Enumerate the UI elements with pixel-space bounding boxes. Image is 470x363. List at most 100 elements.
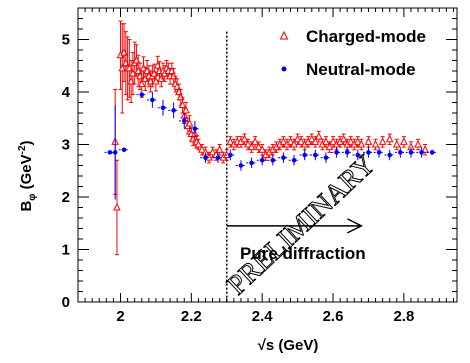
y-axis-title-sub: φ xyxy=(27,194,38,201)
charged-marker xyxy=(137,79,146,88)
charged-marker xyxy=(357,139,366,148)
neutral-marker xyxy=(270,157,276,163)
neutral-point xyxy=(405,147,417,158)
charged-marker xyxy=(279,137,288,145)
charged-point xyxy=(378,136,387,148)
charged-marker xyxy=(311,137,320,145)
charged-mode-series xyxy=(111,20,429,256)
charged-marker xyxy=(400,137,408,145)
neutral-marker xyxy=(228,152,233,158)
y-tick-label: 4 xyxy=(62,84,71,101)
charged-point xyxy=(329,136,337,148)
y-axis-title-main: B xyxy=(18,201,35,212)
x-tick-label: 2.6 xyxy=(323,308,344,325)
charged-marker xyxy=(240,134,249,143)
charged-point xyxy=(371,138,380,151)
pure-diffraction-label: Pure diffraction xyxy=(240,244,366,263)
neutral-marker xyxy=(171,108,176,113)
preliminary-stamp: PRELIMINARY xyxy=(222,149,382,301)
charged-marker xyxy=(414,139,422,148)
charged-point xyxy=(315,130,323,143)
charged-point xyxy=(364,136,373,148)
neutral-point xyxy=(384,149,396,161)
neutral-marker xyxy=(192,126,198,132)
charged-marker xyxy=(354,137,362,145)
charged-point xyxy=(247,141,256,153)
charged-marker xyxy=(258,145,266,153)
charged-point xyxy=(215,144,224,156)
legend xyxy=(279,30,289,72)
neutral-point xyxy=(235,160,247,171)
x-tick-label: 2.2 xyxy=(181,308,202,325)
diffraction-arrow-head xyxy=(347,218,364,234)
charged-marker xyxy=(290,139,298,148)
charged-marker xyxy=(194,139,203,148)
neutral-point xyxy=(426,149,438,155)
neutral-point xyxy=(147,92,158,108)
charged-marker xyxy=(254,142,263,151)
charged-marker xyxy=(182,105,190,114)
neutral-marker xyxy=(419,150,424,155)
neutral-marker xyxy=(249,160,254,166)
charged-marker xyxy=(325,142,334,151)
neutral-point xyxy=(256,155,268,166)
neutral-marker xyxy=(150,97,155,103)
charged-marker xyxy=(339,134,348,143)
charged-point xyxy=(357,138,366,151)
charged-marker xyxy=(113,202,121,211)
charged-marker xyxy=(185,118,194,127)
charged-marker xyxy=(315,132,323,140)
neutral-point xyxy=(395,147,406,158)
charged-marker xyxy=(297,137,305,145)
neutral-marker xyxy=(181,118,187,124)
neutral-marker xyxy=(160,105,166,111)
charged-marker xyxy=(226,137,235,145)
y-axis-title: Bφ (GeV-2) xyxy=(17,140,38,211)
neutral-marker xyxy=(429,150,435,155)
neutral-point xyxy=(112,105,118,200)
x-tick-label: 2.4 xyxy=(252,308,274,325)
charged-marker xyxy=(215,145,224,153)
neutral-marker xyxy=(121,147,127,153)
legend-marker-neutral xyxy=(281,66,287,72)
y-tick-label: 5 xyxy=(62,32,70,49)
neutral-point xyxy=(178,113,190,129)
neutral-point xyxy=(288,155,300,166)
x-axis-title: √s (GeV) xyxy=(258,337,319,354)
charged-marker xyxy=(251,137,259,145)
charged-marker xyxy=(198,145,206,153)
y-tick-label: 2 xyxy=(62,189,70,206)
neutral-point xyxy=(352,149,364,161)
neutral-marker xyxy=(366,150,371,155)
charged-marker xyxy=(378,137,387,145)
y-tick-label: 3 xyxy=(62,137,70,154)
neutral-marker xyxy=(376,150,382,155)
y-axis-title-exp: -2 xyxy=(17,145,28,154)
charged-marker xyxy=(322,137,330,145)
neutral-point xyxy=(320,152,332,163)
charged-marker xyxy=(307,134,316,143)
charged-point xyxy=(251,136,259,148)
neutral-marker xyxy=(112,150,118,155)
neutral-point xyxy=(310,149,321,161)
charged-marker xyxy=(385,134,394,143)
charged-marker xyxy=(371,139,380,148)
charged-point xyxy=(339,133,348,145)
neutral-marker xyxy=(215,155,221,160)
neutral-marker xyxy=(355,152,361,158)
x-tick-label: 2.8 xyxy=(393,308,414,325)
neutral-point xyxy=(341,147,353,158)
neutral-point xyxy=(416,147,427,158)
neutral-point xyxy=(299,149,311,161)
charged-point xyxy=(385,133,394,145)
neutral-marker xyxy=(291,157,297,163)
x-tick-label: 2 xyxy=(116,308,124,325)
charged-marker xyxy=(329,137,337,145)
neutral-point xyxy=(267,155,279,166)
charged-marker xyxy=(293,134,302,143)
neutral-mode-series xyxy=(104,92,438,200)
neutral-marker xyxy=(398,150,403,155)
neutral-marker xyxy=(281,155,286,160)
